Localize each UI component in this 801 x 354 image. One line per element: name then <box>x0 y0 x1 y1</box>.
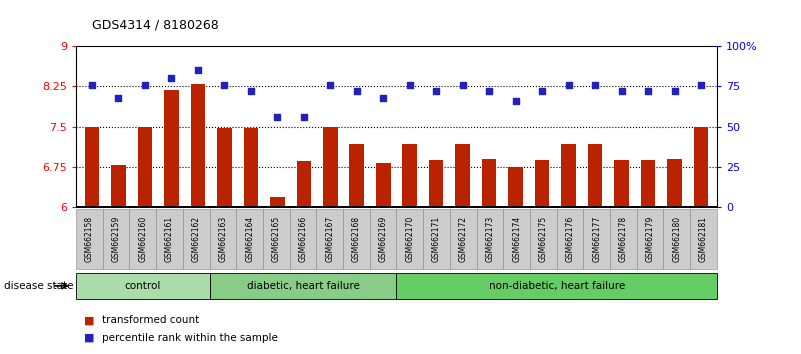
Text: ■: ■ <box>84 315 95 325</box>
Point <box>457 82 469 87</box>
Point <box>509 98 522 104</box>
Text: GSM662166: GSM662166 <box>299 216 308 262</box>
Text: GSM662173: GSM662173 <box>485 216 494 262</box>
Point <box>483 88 496 94</box>
Text: GSM662181: GSM662181 <box>699 216 708 262</box>
Bar <box>667 159 682 207</box>
Text: GSM662179: GSM662179 <box>646 216 654 262</box>
Point <box>244 88 257 94</box>
Bar <box>217 128 231 207</box>
Point <box>112 95 125 101</box>
Point <box>218 82 231 87</box>
Bar <box>429 160 444 207</box>
Point <box>430 88 443 94</box>
Text: GSM662158: GSM662158 <box>85 216 94 262</box>
Bar <box>456 144 470 207</box>
Bar <box>138 127 152 207</box>
Text: GSM662168: GSM662168 <box>352 216 361 262</box>
Text: GSM662165: GSM662165 <box>272 216 281 262</box>
Text: GSM662170: GSM662170 <box>405 216 414 262</box>
Bar <box>323 127 337 207</box>
Point <box>562 82 575 87</box>
Bar <box>588 144 602 207</box>
Text: GSM662164: GSM662164 <box>245 216 254 262</box>
Point <box>376 95 389 101</box>
Text: GSM662169: GSM662169 <box>379 216 388 262</box>
Text: diabetic, heart failure: diabetic, heart failure <box>247 281 360 291</box>
Point <box>536 88 549 94</box>
Text: GSM662175: GSM662175 <box>539 216 548 262</box>
Text: non-diabetic, heart failure: non-diabetic, heart failure <box>489 281 625 291</box>
Point <box>297 114 310 120</box>
Bar <box>191 84 205 207</box>
Text: control: control <box>125 281 161 291</box>
Text: GSM662180: GSM662180 <box>672 216 682 262</box>
Bar <box>402 144 417 207</box>
Text: GSM662163: GSM662163 <box>219 216 227 262</box>
Text: transformed count: transformed count <box>102 315 199 325</box>
Text: GSM662160: GSM662160 <box>139 216 147 262</box>
Text: GDS4314 / 8180268: GDS4314 / 8180268 <box>92 19 219 32</box>
Bar <box>694 127 708 207</box>
Point <box>271 114 284 120</box>
Bar <box>641 160 655 207</box>
Text: GSM662177: GSM662177 <box>592 216 602 262</box>
Point <box>694 82 707 87</box>
Bar <box>376 163 391 207</box>
Text: GSM662176: GSM662176 <box>566 216 574 262</box>
Bar <box>111 165 126 207</box>
Point <box>324 82 336 87</box>
Text: GSM662178: GSM662178 <box>619 216 628 262</box>
Text: disease state: disease state <box>4 281 74 291</box>
Bar <box>482 159 497 207</box>
Bar <box>509 167 523 207</box>
Point <box>86 82 99 87</box>
Point <box>191 67 204 73</box>
Text: GSM662174: GSM662174 <box>512 216 521 262</box>
Point <box>615 88 628 94</box>
Bar <box>562 144 576 207</box>
Point <box>404 82 417 87</box>
Text: GSM662161: GSM662161 <box>165 216 174 262</box>
Bar <box>164 90 179 207</box>
Text: GSM662159: GSM662159 <box>111 216 121 262</box>
Bar <box>85 127 99 207</box>
Point <box>165 75 178 81</box>
Bar <box>270 198 284 207</box>
Bar <box>244 128 258 207</box>
Point <box>642 88 654 94</box>
Bar <box>614 160 629 207</box>
Point <box>139 82 151 87</box>
Text: ■: ■ <box>84 333 95 343</box>
Text: percentile rank within the sample: percentile rank within the sample <box>102 333 278 343</box>
Point <box>668 88 681 94</box>
Text: GSM662171: GSM662171 <box>432 216 441 262</box>
Text: GSM662167: GSM662167 <box>325 216 334 262</box>
Point <box>350 88 363 94</box>
Text: GSM662162: GSM662162 <box>191 216 201 262</box>
Text: GSM662172: GSM662172 <box>459 216 468 262</box>
Bar <box>535 160 549 207</box>
Point <box>589 82 602 87</box>
Bar <box>296 161 311 207</box>
Bar <box>349 144 364 207</box>
